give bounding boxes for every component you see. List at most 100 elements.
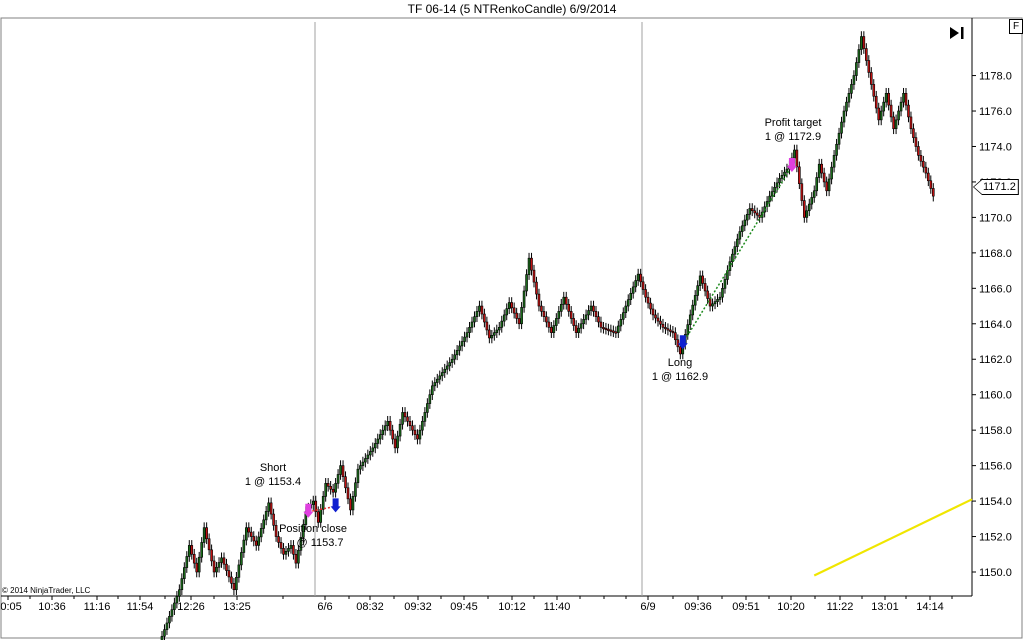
- long-entry-detail: 1 @ 1162.9: [652, 371, 708, 383]
- candle-body: [421, 420, 424, 431]
- candle-body: [311, 500, 315, 505]
- candle-body: [922, 160, 925, 168]
- candle-body: [252, 536, 256, 542]
- candle-body: [698, 275, 702, 286]
- position-close-label: Position close: [279, 523, 347, 535]
- y-tick-label: 1156.0: [979, 461, 1012, 473]
- last-price-label: 1171.2: [983, 181, 1016, 193]
- candle-body: [691, 304, 695, 316]
- candle-body: [299, 537, 303, 551]
- candle-body: [292, 545, 295, 555]
- candle-body: [706, 290, 709, 299]
- candle-body: [882, 101, 885, 112]
- candle-body: [899, 101, 903, 112]
- candle-body: [718, 296, 722, 300]
- candle-body: [671, 331, 675, 334]
- candle-body: [527, 257, 531, 275]
- candle-body: [783, 171, 786, 176]
- candle-body: [884, 92, 888, 103]
- candle-body: [175, 596, 179, 604]
- candle-body: [522, 290, 526, 308]
- candle-body: [490, 335, 494, 339]
- candle-body: [775, 182, 779, 188]
- candle-body: [621, 312, 625, 320]
- candle-body: [550, 327, 553, 333]
- candle-body: [356, 468, 360, 484]
- candle-body: [567, 303, 571, 312]
- candle-body: [170, 609, 174, 617]
- candle-body: [639, 273, 642, 283]
- candle-body: [847, 92, 851, 103]
- candle-body: [624, 305, 628, 313]
- candle-body: [872, 84, 876, 97]
- candle-body: [423, 412, 427, 422]
- scroll-to-end-button[interactable]: [946, 24, 968, 42]
- format-button[interactable]: F: [1009, 19, 1023, 34]
- candle-body: [564, 296, 568, 305]
- candle-body: [552, 325, 556, 333]
- candle-body: [862, 36, 866, 49]
- x-tick-label: 6/9: [640, 601, 655, 613]
- candle-body: [768, 195, 771, 202]
- candle-body: [262, 519, 265, 529]
- candle-body: [245, 527, 248, 541]
- candle-body: [629, 292, 633, 300]
- candle-body: [463, 336, 466, 342]
- candle-body: [579, 323, 583, 329]
- candle-body: [500, 320, 504, 328]
- candle-body: [592, 305, 595, 312]
- candle-body: [168, 616, 171, 624]
- x-tick-label: 11:40: [544, 601, 571, 613]
- candle-body: [264, 511, 268, 521]
- candle-body: [614, 331, 618, 334]
- candle-body: [458, 345, 461, 351]
- candle-body: [887, 92, 890, 106]
- x-tick-label: 09:36: [684, 601, 712, 613]
- candle-body: [803, 200, 806, 218]
- candle-body: [656, 317, 660, 322]
- candle-body: [339, 465, 342, 475]
- candle-body: [297, 549, 300, 564]
- candle-body: [572, 318, 575, 326]
- y-tick-label: 1176.0: [979, 106, 1012, 118]
- candle-body: [721, 288, 724, 298]
- candle-body: [453, 354, 456, 360]
- candle-body: [902, 92, 905, 103]
- candle-body: [532, 269, 536, 283]
- candle-body: [659, 320, 662, 325]
- candle-body: [165, 622, 169, 630]
- candle-body: [666, 328, 670, 331]
- candle-body: [192, 553, 196, 564]
- candle-body: [344, 476, 347, 489]
- candle-body: [495, 329, 499, 333]
- candle-body: [557, 311, 561, 319]
- candle-body: [805, 210, 809, 218]
- candle-body: [867, 60, 871, 73]
- candle-body: [917, 146, 920, 156]
- candle-body: [651, 308, 655, 316]
- profit-target-label: Profit target: [765, 117, 822, 129]
- entry-arrow-icon: [303, 503, 314, 518]
- candle-body: [249, 531, 253, 537]
- candle-body: [210, 549, 213, 562]
- exit-arrow-icon: [786, 157, 797, 172]
- candle-body: [770, 191, 774, 197]
- candle-body: [240, 552, 243, 566]
- candle-body: [609, 329, 613, 332]
- candle-body: [641, 281, 645, 290]
- candle-body: [688, 314, 692, 325]
- candle-body: [842, 110, 846, 123]
- candle-body: [559, 303, 563, 312]
- x-tick-label: 11:16: [84, 601, 111, 613]
- candle-body: [259, 528, 263, 538]
- candle-body: [582, 319, 585, 325]
- candle-body: [599, 321, 603, 328]
- candle-body: [780, 174, 784, 179]
- candle-body: [731, 253, 734, 263]
- candle-body: [750, 208, 754, 212]
- candle-body: [302, 524, 305, 538]
- candle-body: [644, 289, 647, 298]
- x-tick-label: 08:32: [356, 601, 384, 613]
- candle-body: [914, 137, 918, 147]
